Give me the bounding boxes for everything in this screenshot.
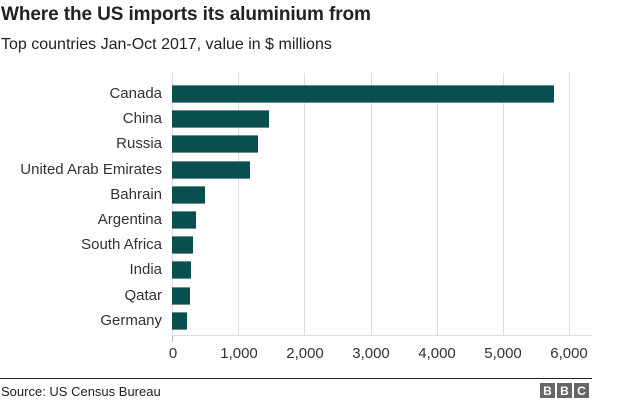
bar	[172, 286, 190, 305]
gridline	[172, 73, 173, 335]
category-label: Bahrain	[110, 185, 162, 203]
x-tick-label: 6,000	[550, 345, 588, 362]
x-tick-label: 4,000	[418, 345, 456, 362]
bar	[172, 211, 196, 229]
plot-area	[172, 73, 592, 342]
category-label: China	[122, 110, 162, 128]
gridline	[569, 73, 570, 335]
bar	[172, 85, 554, 103]
bbc-logo: B B C	[540, 383, 589, 398]
gridline	[371, 73, 372, 335]
x-tick-label: 2,000	[286, 345, 324, 362]
bar	[172, 110, 269, 129]
bar	[172, 135, 258, 154]
chart-subtitle: Top countries Jan-Oct 2017, value in $ m…	[1, 36, 332, 53]
gridline	[503, 73, 504, 335]
x-tick	[172, 336, 173, 342]
bar	[172, 185, 205, 204]
x-tick-label: 0	[168, 345, 178, 362]
gridline	[304, 73, 305, 335]
category-label: Argentina	[97, 211, 162, 228]
logo-letter: B	[557, 383, 572, 398]
category-label: Russia	[116, 135, 162, 153]
x-tick-label: 3,000	[352, 345, 390, 362]
category-label: United Arab Emirates	[20, 160, 162, 178]
bar	[172, 160, 250, 179]
category-label: India	[129, 261, 162, 279]
x-tick-label: 5,000	[484, 345, 522, 362]
x-tick-label: 1,000	[220, 345, 258, 362]
category-label: Canada	[109, 85, 162, 102]
category-label: South Africa	[81, 236, 162, 254]
bar	[172, 311, 187, 330]
category-label: Qatar	[124, 286, 162, 304]
gridline	[437, 73, 438, 335]
chart-title: Where the US imports its aluminium from	[1, 4, 371, 25]
category-label: Germany	[100, 311, 162, 329]
logo-letter: C	[574, 383, 589, 398]
gridline	[238, 73, 239, 335]
source-note: Source: US Census Bureau	[1, 384, 161, 399]
bar	[172, 236, 193, 255]
bar	[172, 261, 191, 280]
footer-divider	[0, 378, 592, 379]
x-axis-line	[172, 335, 592, 336]
logo-letter: B	[540, 383, 555, 398]
